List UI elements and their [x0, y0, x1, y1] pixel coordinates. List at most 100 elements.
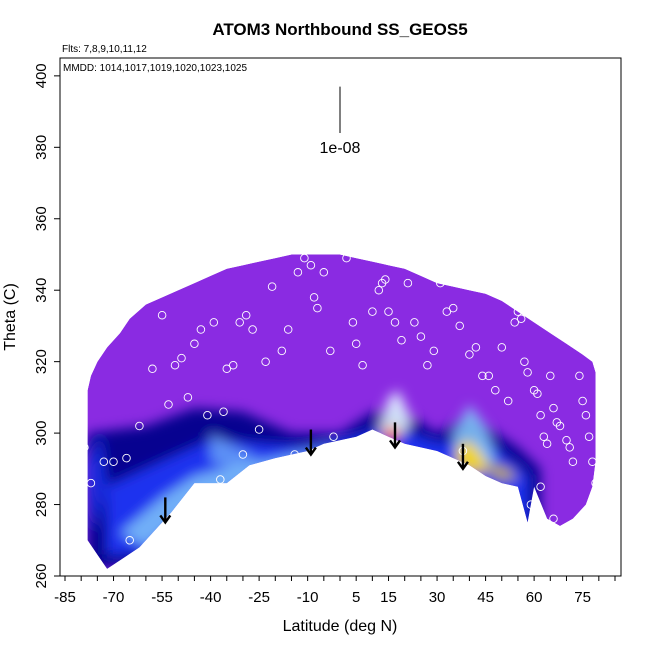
- x-tick-label: -25: [248, 589, 270, 606]
- observation-marker: [306, 260, 316, 270]
- observation-marker: [203, 410, 212, 420]
- observation-marker: [565, 443, 574, 452]
- observation-marker: [533, 389, 542, 399]
- observation-marker: [484, 371, 494, 381]
- observation-marker: [358, 360, 367, 370]
- observation-marker: [410, 318, 419, 327]
- observation-marker: [228, 360, 238, 370]
- observation-marker: [326, 346, 335, 356]
- chart-title: ATOM3 Northbound SS_GEOS5: [212, 20, 467, 39]
- observation-marker: [109, 457, 118, 466]
- x-tick-label: -55: [151, 589, 173, 606]
- observation-marker: [381, 275, 390, 284]
- concentration-blob: [485, 461, 518, 480]
- observation-marker: [436, 278, 445, 288]
- concentration-blob: [210, 433, 260, 469]
- observation-marker: [135, 421, 144, 431]
- direction-arrows: [159, 422, 469, 525]
- observation-marker: [510, 318, 519, 327]
- observation-marker: [209, 318, 219, 327]
- observation-marker: [122, 453, 131, 463]
- direction-arrow-head: [389, 439, 401, 450]
- y-axis-label: Theta (C): [2, 283, 19, 351]
- observation-marker: [342, 253, 351, 263]
- observation-marker: [591, 478, 600, 488]
- observation-marker: [183, 393, 193, 402]
- x-tick-label: 5: [352, 589, 360, 606]
- heatmap-background: [87, 254, 596, 569]
- observation-marker: [513, 307, 523, 316]
- observation-marker: [403, 278, 413, 288]
- observation-marker: [423, 360, 432, 370]
- observation-marker: [261, 357, 270, 366]
- y-axis: 260 280 300 320 340 360 380 400: [33, 63, 60, 589]
- observation-marker: [216, 475, 225, 484]
- observation-marker: [368, 307, 377, 316]
- observation-markers: [76, 253, 600, 545]
- observation-marker: [416, 332, 426, 341]
- observation-marker: [539, 432, 549, 441]
- observation-marker: [76, 389, 86, 399]
- observation-marker: [170, 360, 180, 370]
- observation-marker: [219, 407, 228, 416]
- observation-marker: [516, 314, 526, 324]
- observation-marker: [549, 403, 558, 413]
- observation-marker: [283, 325, 293, 334]
- observation-marker: [222, 364, 232, 374]
- y-tick-label: 300: [33, 421, 50, 446]
- observation-marker: [148, 364, 157, 374]
- x-tick-label: -70: [103, 589, 125, 606]
- y-tick-label: 260: [33, 563, 50, 588]
- observation-marker: [578, 396, 587, 406]
- observation-marker: [429, 346, 439, 356]
- observation-marker: [465, 350, 474, 359]
- observation-marker: [348, 318, 358, 327]
- observation-marker: [397, 335, 406, 345]
- observation-marker: [536, 482, 545, 491]
- observation-marker: [448, 303, 458, 313]
- observation-marker: [190, 339, 199, 349]
- observation-marker: [319, 268, 329, 277]
- observation-marker: [523, 368, 532, 377]
- observation-marker: [177, 353, 186, 363]
- observation-marker: [99, 457, 109, 466]
- y-tick-label: 380: [33, 135, 50, 160]
- observation-marker: [503, 396, 513, 406]
- observation-marker: [581, 410, 591, 420]
- observation-marker: [309, 293, 319, 302]
- concentration-blob: [378, 390, 412, 437]
- observation-marker: [290, 450, 299, 459]
- y-tick-label: 340: [33, 278, 50, 303]
- observation-marker: [293, 268, 303, 277]
- observation-marker: [478, 371, 487, 381]
- observation-marker: [526, 500, 536, 509]
- y-tick-label: 400: [33, 63, 50, 88]
- observation-marker: [491, 385, 500, 395]
- observation-marker: [520, 357, 529, 366]
- observation-marker: [313, 303, 322, 313]
- observation-marker: [238, 450, 248, 459]
- x-tick-label: -10: [297, 589, 319, 606]
- observation-marker: [471, 343, 481, 352]
- observation-marker: [455, 321, 464, 331]
- concentration-blob: [385, 433, 395, 441]
- x-tick-label: 45: [477, 589, 494, 606]
- flights-note: Flts: 7,8,9,10,11,12: [62, 44, 147, 55]
- scale-bar-label: 1e-08: [320, 140, 361, 157]
- observation-marker: [80, 443, 89, 452]
- observation-marker: [442, 307, 452, 316]
- observation-marker: [351, 339, 361, 349]
- observation-marker: [125, 536, 134, 545]
- x-tick-label: -85: [54, 589, 76, 606]
- observation-marker: [374, 285, 384, 295]
- observation-marker: [549, 514, 558, 524]
- x-axis: -85 -70 -55 -40 -25 -10 5 15 30 45 60 75: [54, 576, 616, 606]
- observation-marker: [588, 457, 597, 466]
- y-tick-label: 320: [33, 349, 50, 374]
- observation-marker: [536, 410, 545, 420]
- x-tick-label: 30: [429, 589, 446, 606]
- observation-marker: [568, 457, 578, 466]
- x-tick-label: -40: [200, 589, 222, 606]
- observation-marker: [241, 310, 251, 320]
